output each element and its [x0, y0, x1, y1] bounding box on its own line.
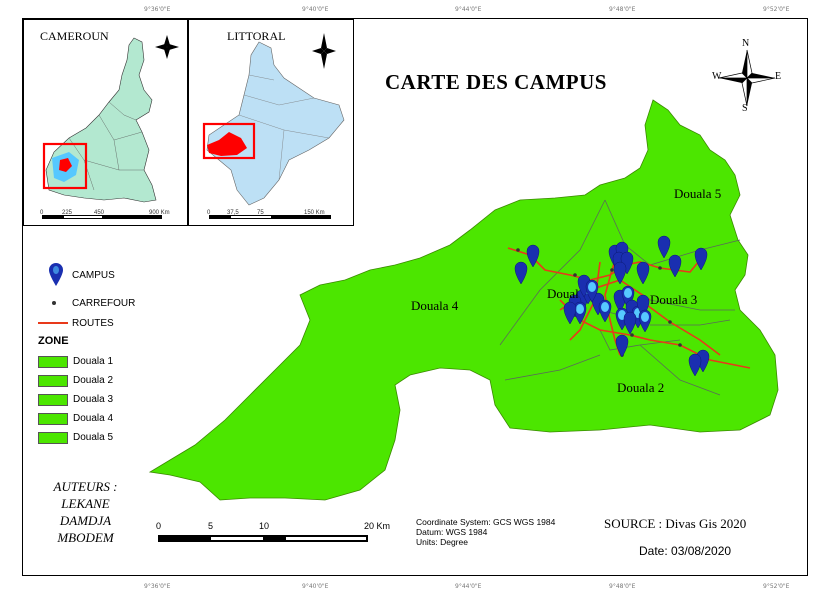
date-text: Date: 03/08/2020: [639, 544, 732, 558]
graticule-bottom-4: 9°48'0"E: [609, 583, 636, 590]
scale-tick-5: 5: [208, 521, 214, 531]
north-arrow: [718, 49, 776, 107]
legend-campus-label: CAMPUS: [72, 270, 115, 281]
south-label: S: [742, 103, 748, 114]
inset-cameroun-title: CAMEROUN: [40, 29, 109, 43]
littoral-scale-2: 75: [257, 210, 264, 216]
scale-tick-10: 10: [259, 521, 270, 531]
scale-tick-0: 0: [156, 521, 162, 531]
inset-cameroun: CAMEROUN 0 225 450 900 Km: [23, 19, 188, 226]
routes-legend-icon: [38, 322, 68, 324]
graticule-top-1: 9°36'0"E: [144, 6, 171, 13]
legend-zone-swatch-4: [38, 413, 68, 425]
campus-marker-icon: [623, 311, 637, 335]
legend-zone-swatch-1: [38, 356, 68, 368]
legend-zone-label-4: Douala 4: [73, 413, 114, 424]
graticule-top-5: 9°52'0"E: [763, 6, 790, 13]
legend-routes-label: ROUTES: [72, 318, 114, 329]
east-label: E: [775, 71, 782, 82]
legend-zone-title: ZONE: [38, 335, 69, 347]
graticule-bottom-2: 9°40'0"E: [302, 583, 329, 590]
littoral-scale-1: 37,5: [227, 210, 239, 216]
legend-carrefour-label: CARREFOUR: [72, 298, 136, 309]
map-label-douala4: Douala 4: [411, 298, 459, 313]
legend-zone-label-1: Douala 1: [73, 356, 114, 367]
campus-marker-icon: [585, 279, 599, 303]
graticule-top-3: 9°44'0"E: [455, 6, 482, 13]
cameroun-scale-2: 450: [94, 210, 105, 216]
north-label: N: [742, 38, 750, 49]
legend-zone-swatch-5: [38, 432, 68, 444]
campus-marker-icon: [694, 247, 708, 271]
legend-zone-swatch-2: [38, 375, 68, 387]
campus-marker-icon: [598, 299, 612, 323]
author-1: LEKANE: [61, 496, 110, 511]
carrefour-legend-icon: [52, 301, 56, 305]
campus-marker-icon: [514, 261, 528, 285]
datum: Datum: WGS 1984: [416, 527, 488, 537]
campus-marker-icon: [613, 261, 627, 285]
campus-marker-icon: [526, 244, 540, 268]
campus-marker-icon: [657, 235, 671, 259]
legend-zone-label-5: Douala 5: [73, 432, 114, 443]
inset-cameroun-compass-icon: [155, 35, 179, 59]
campus-marker-icon: [615, 334, 629, 358]
coordinate-system: Coordinate System: GCS WGS 1984: [416, 517, 556, 527]
cameroun-scale-1: 225: [62, 210, 73, 216]
graticule-top-4: 9°48'0"E: [609, 6, 636, 13]
map-label-douala2: Douala 2: [617, 380, 665, 395]
author-3: MBODEM: [57, 530, 114, 545]
littoral-scale-3: 150 Km: [304, 210, 325, 216]
legend-zone-swatch-3: [38, 394, 68, 406]
source-text: SOURCE : Divas Gis 2020: [604, 516, 747, 531]
legend-zone-label-3: Douala 3: [73, 394, 114, 405]
authors-label: AUTEURS :: [53, 479, 118, 494]
littoral-map: [202, 41, 345, 219]
campus-marker-icon: [636, 261, 650, 285]
campus-marker-icon: [563, 301, 577, 325]
scale-bar: [158, 535, 368, 542]
west-label: W: [712, 71, 722, 82]
graticule-bottom-3: 9°44'0"E: [455, 583, 482, 590]
cameroun-scale-3: 900 Km: [149, 210, 170, 216]
campus-marker-icon: [638, 309, 652, 333]
graticule-top-2: 9°40'0"E: [302, 6, 329, 13]
inset-littoral-compass-icon: [312, 33, 336, 69]
map-frame: [22, 18, 808, 576]
map-title: CARTE DES CAMPUS: [385, 70, 607, 94]
units: Units: Degree: [416, 537, 468, 547]
map-label-douala5: Douala 5: [674, 186, 722, 201]
campus-marker-icon: [668, 254, 682, 278]
map-label-douala3: Douala 3: [650, 292, 698, 307]
inset-littoral: LITTORAL 0 37,5 75 150 Km: [188, 19, 354, 226]
campus-markers: [514, 235, 710, 377]
legend-zone-label-2: Douala 2: [73, 375, 114, 386]
campus-marker-icon: [688, 353, 702, 377]
campus-marker-icon: [573, 301, 587, 325]
graticule-bottom-1: 9°36'0"E: [144, 583, 171, 590]
scale-tick-20: 20 Km: [364, 521, 391, 531]
author-2: DAMDJA: [59, 513, 112, 528]
authors-block: AUTEURS : LEKANE DAMDJA MBODEM: [38, 478, 133, 546]
graticule-bottom-5: 9°52'0"E: [763, 583, 790, 590]
cameroun-map: [42, 37, 162, 219]
map-label-douala1: Doual: [547, 286, 579, 301]
campus-legend-icon: [49, 263, 63, 286]
cameroun-scale-0: 0: [40, 210, 44, 216]
inset-littoral-title: LITTORAL: [227, 29, 286, 43]
littoral-scale-0: 0: [207, 210, 211, 216]
douala-territory: [148, 99, 779, 501]
